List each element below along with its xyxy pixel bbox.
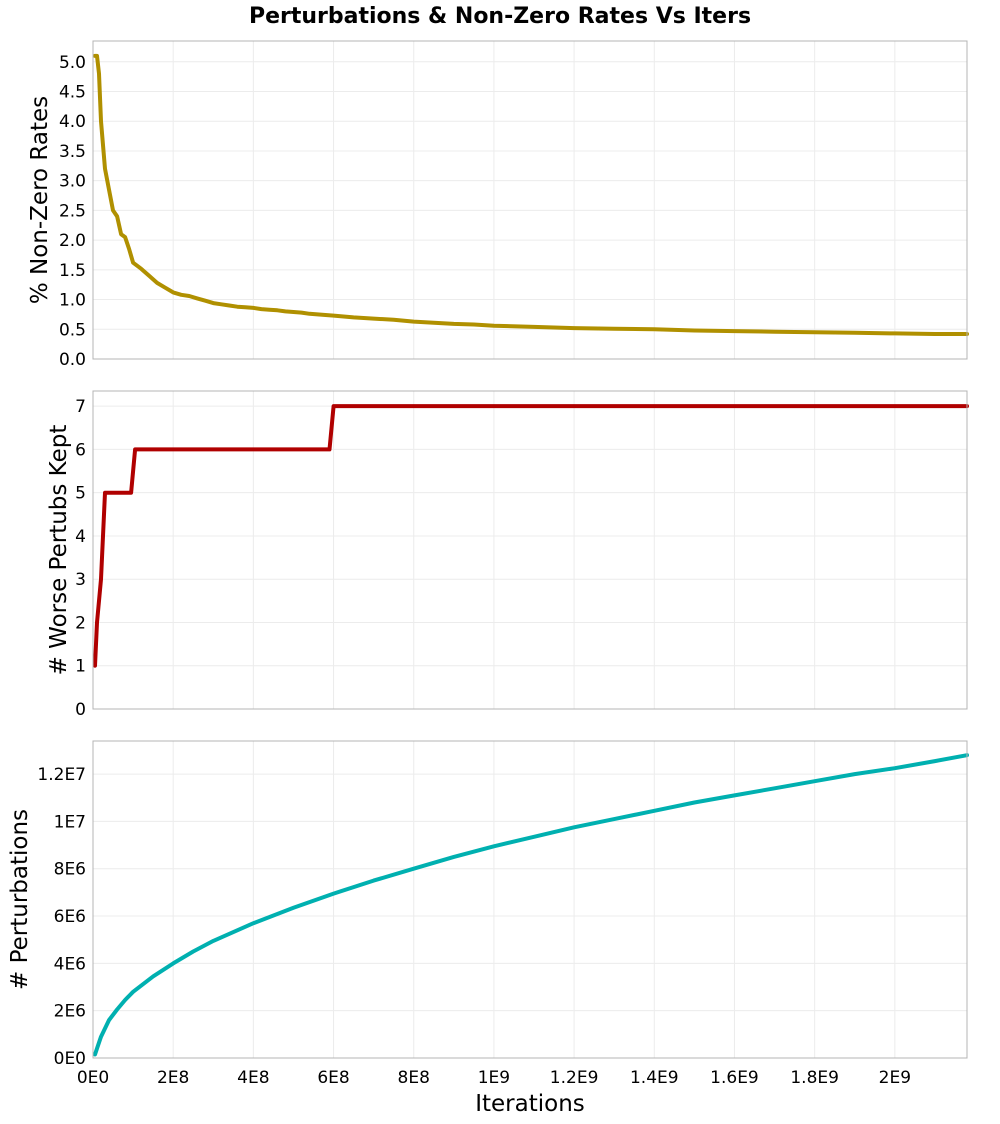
chart-panel-2: 0 1 2 3 4 5 6 7# Worse Pertubs Kept [46, 390, 969, 720]
y-tick-label: 4 [75, 527, 86, 547]
y-tick-label: 2.5 [59, 201, 86, 221]
y-tick-label: 0.0 [59, 350, 86, 370]
y-tick-label: 2E6 [54, 1002, 86, 1022]
y-tick-label: 7 [75, 397, 86, 417]
y-tick-label: 5 [75, 484, 86, 504]
y-tick-label: 6 [75, 440, 86, 460]
x-tick-label: 2E9 [879, 1068, 911, 1088]
plot-area [93, 41, 967, 359]
x-tick-label: 1.2E9 [550, 1068, 599, 1088]
y-tick-label: 0 [75, 700, 86, 720]
series-line-1 [93, 753, 969, 1057]
y-axis-label: % Non-Zero Rates [27, 96, 53, 304]
y-tick-label: 6E6 [54, 907, 86, 927]
x-tick-label: 0E0 [77, 1068, 109, 1088]
x-tick-label: 8E8 [398, 1068, 430, 1088]
chart-panel-1: 0.0 0.5 1.0 1.5 2.0 2.5 3.0 3.5 4.0 4.5 5.0 % Non-Z… [27, 40, 969, 370]
y-tick-label: 2.0 [59, 231, 86, 251]
y-tick-label: 0.5 [59, 320, 86, 340]
y-tick-label: 8E6 [54, 860, 86, 880]
y-tick-label: 3 [75, 570, 86, 590]
y-tick-label: 3.5 [59, 142, 86, 162]
y-axis-label: # Worse Pertubs Kept [46, 425, 72, 676]
y-tick-label: 1.2E7 [37, 765, 86, 785]
x-tick-label: 4E8 [237, 1068, 269, 1088]
x-axis-label: Iterations [475, 1091, 585, 1117]
y-tick-label: 2 [75, 613, 86, 633]
y-tick-label: 3.0 [59, 172, 86, 192]
x-tick-label: 6E8 [317, 1068, 349, 1088]
y-tick-label: 1 [75, 657, 86, 677]
chart-panel-3: 0E0 2E6 4E6 6E6 8E6 1E7 1.2E7 0E0 2E8 4E8 6E8 8E8 1E… [7, 740, 969, 1117]
y-tick-label: 4.5 [59, 83, 86, 103]
chart-title: Perturbations & Non-Zero Rates Vs Iters [249, 4, 751, 29]
plot-frame [92, 390, 968, 710]
plot-frame [92, 740, 968, 1059]
y-tick-label: 1.5 [59, 261, 86, 281]
y-tick-label: 5.0 [59, 53, 86, 73]
x-tick-label: 1.8E9 [790, 1068, 839, 1088]
y-tick-label: 1.0 [59, 291, 86, 311]
x-tick-label: 1.4E9 [630, 1068, 679, 1088]
x-tick-label: 1.6E9 [710, 1068, 759, 1088]
y-tick-label: 0E0 [54, 1049, 86, 1069]
x-tick-label: 2E8 [157, 1068, 189, 1088]
plot-frame [92, 40, 968, 360]
series-line-1 [93, 53, 969, 336]
series-line-1 [93, 404, 969, 668]
plot-area [93, 391, 967, 709]
y-axis-label: # Perturbations [7, 809, 33, 990]
y-tick-label: 4E6 [54, 954, 86, 974]
x-tick-label: 1E9 [478, 1068, 510, 1088]
plot-area [93, 741, 967, 1058]
y-tick-label: 1E7 [54, 812, 86, 832]
y-tick-label: 4.0 [59, 112, 86, 132]
